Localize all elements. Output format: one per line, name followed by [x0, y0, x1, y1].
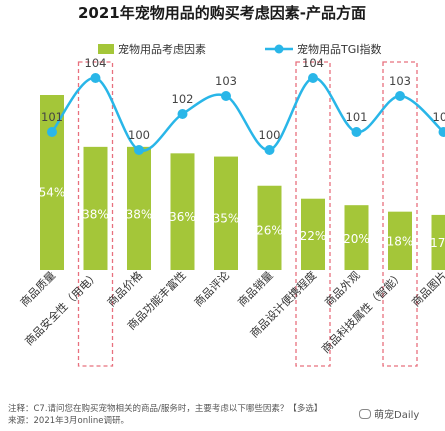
bar-value-label: 38%	[126, 207, 153, 221]
bar	[301, 198, 325, 270]
category-label: 商品销量	[235, 268, 276, 309]
tgi-value-label: 104	[302, 56, 324, 70]
category-label: 商品评论	[191, 268, 232, 309]
tgi-point	[90, 73, 101, 83]
bar-value-label: 20%	[343, 232, 370, 246]
watermark-text: 萌宠Daily	[374, 410, 420, 421]
tgi-point	[395, 91, 405, 101]
tgi-point	[47, 127, 57, 137]
bar-value-label: 17%	[430, 236, 445, 250]
tgi-value-label: 103	[389, 74, 411, 88]
tgi-point	[264, 145, 275, 155]
tgi-point	[351, 127, 362, 137]
category-label: 商品图片	[409, 268, 445, 309]
category-label: 商品价格	[104, 268, 145, 309]
category-label: 商品安全性（用电）	[22, 268, 102, 348]
bar	[170, 153, 195, 270]
bar-value-label: 36%	[169, 210, 196, 224]
bar	[40, 95, 64, 270]
bar-value-label: 54%	[39, 186, 66, 200]
chart-title: 2021年宠物用品的购买考虑因素-产品方面	[78, 4, 366, 22]
tgi-line-series: 101 104 100 102 103 100 104 101 103 101	[41, 56, 445, 155]
tgi-line	[50, 76, 445, 152]
tgi-value-label: 100	[128, 128, 150, 142]
bar	[83, 146, 108, 270]
tgi-point	[308, 73, 318, 83]
footnote-note: 注释：C7.请问您在购买宠物相关的商品/服务时，主要考虑以下哪些因素？【多选】	[8, 404, 323, 414]
bar	[257, 185, 282, 270]
tgi-value-label: 101	[346, 110, 368, 124]
tgi-point	[177, 109, 188, 119]
legend-label-bar: 宠物用品考虑因素	[118, 42, 206, 56]
bar	[214, 156, 238, 270]
bar-series: 54% 38% 38% 36% 35% 26% 22% 20% 18% 17%	[39, 95, 445, 270]
tgi-value-label: 102	[172, 92, 194, 106]
footnote-source: 来源：2021年3月online调研。	[8, 416, 129, 426]
tgi-value-label: 104	[85, 56, 107, 70]
tgi-value-label: 101	[41, 110, 63, 124]
bar-value-label: 35%	[213, 211, 240, 225]
category-label: 商品质量	[17, 268, 58, 309]
bar	[127, 146, 151, 270]
tgi-point	[221, 91, 231, 101]
bar-value-label: 26%	[256, 224, 283, 238]
highlight-box	[77, 61, 114, 367]
bar	[388, 211, 412, 270]
bar	[431, 214, 445, 270]
tgi-point	[134, 145, 144, 155]
highlight-boxes	[77, 61, 418, 367]
legend: 宠物用品考虑因素 宠物用品TGI指数	[98, 42, 382, 56]
bar-value-label: 18%	[387, 235, 414, 249]
legend-label-line: 宠物用品TGI指数	[297, 42, 382, 56]
bar	[344, 205, 369, 270]
highlight-box	[295, 61, 331, 367]
tgi-value-label: 100	[259, 128, 281, 142]
bar-value-label: 38%	[82, 207, 109, 221]
legend-swatch-bar	[98, 44, 114, 54]
tgi-point	[438, 127, 445, 137]
legend-swatch-marker	[274, 44, 284, 54]
category-label: 商品科技属性（智能）	[318, 268, 406, 356]
watermark: 萌宠Daily	[359, 406, 419, 421]
category-label: 商品外观	[322, 268, 363, 309]
bar-value-label: 22%	[300, 229, 327, 243]
chat-bubble-icon	[359, 409, 371, 419]
tgi-value-label: 103	[215, 74, 237, 88]
tgi-value-label: 101	[433, 110, 445, 124]
highlight-box	[382, 61, 418, 367]
